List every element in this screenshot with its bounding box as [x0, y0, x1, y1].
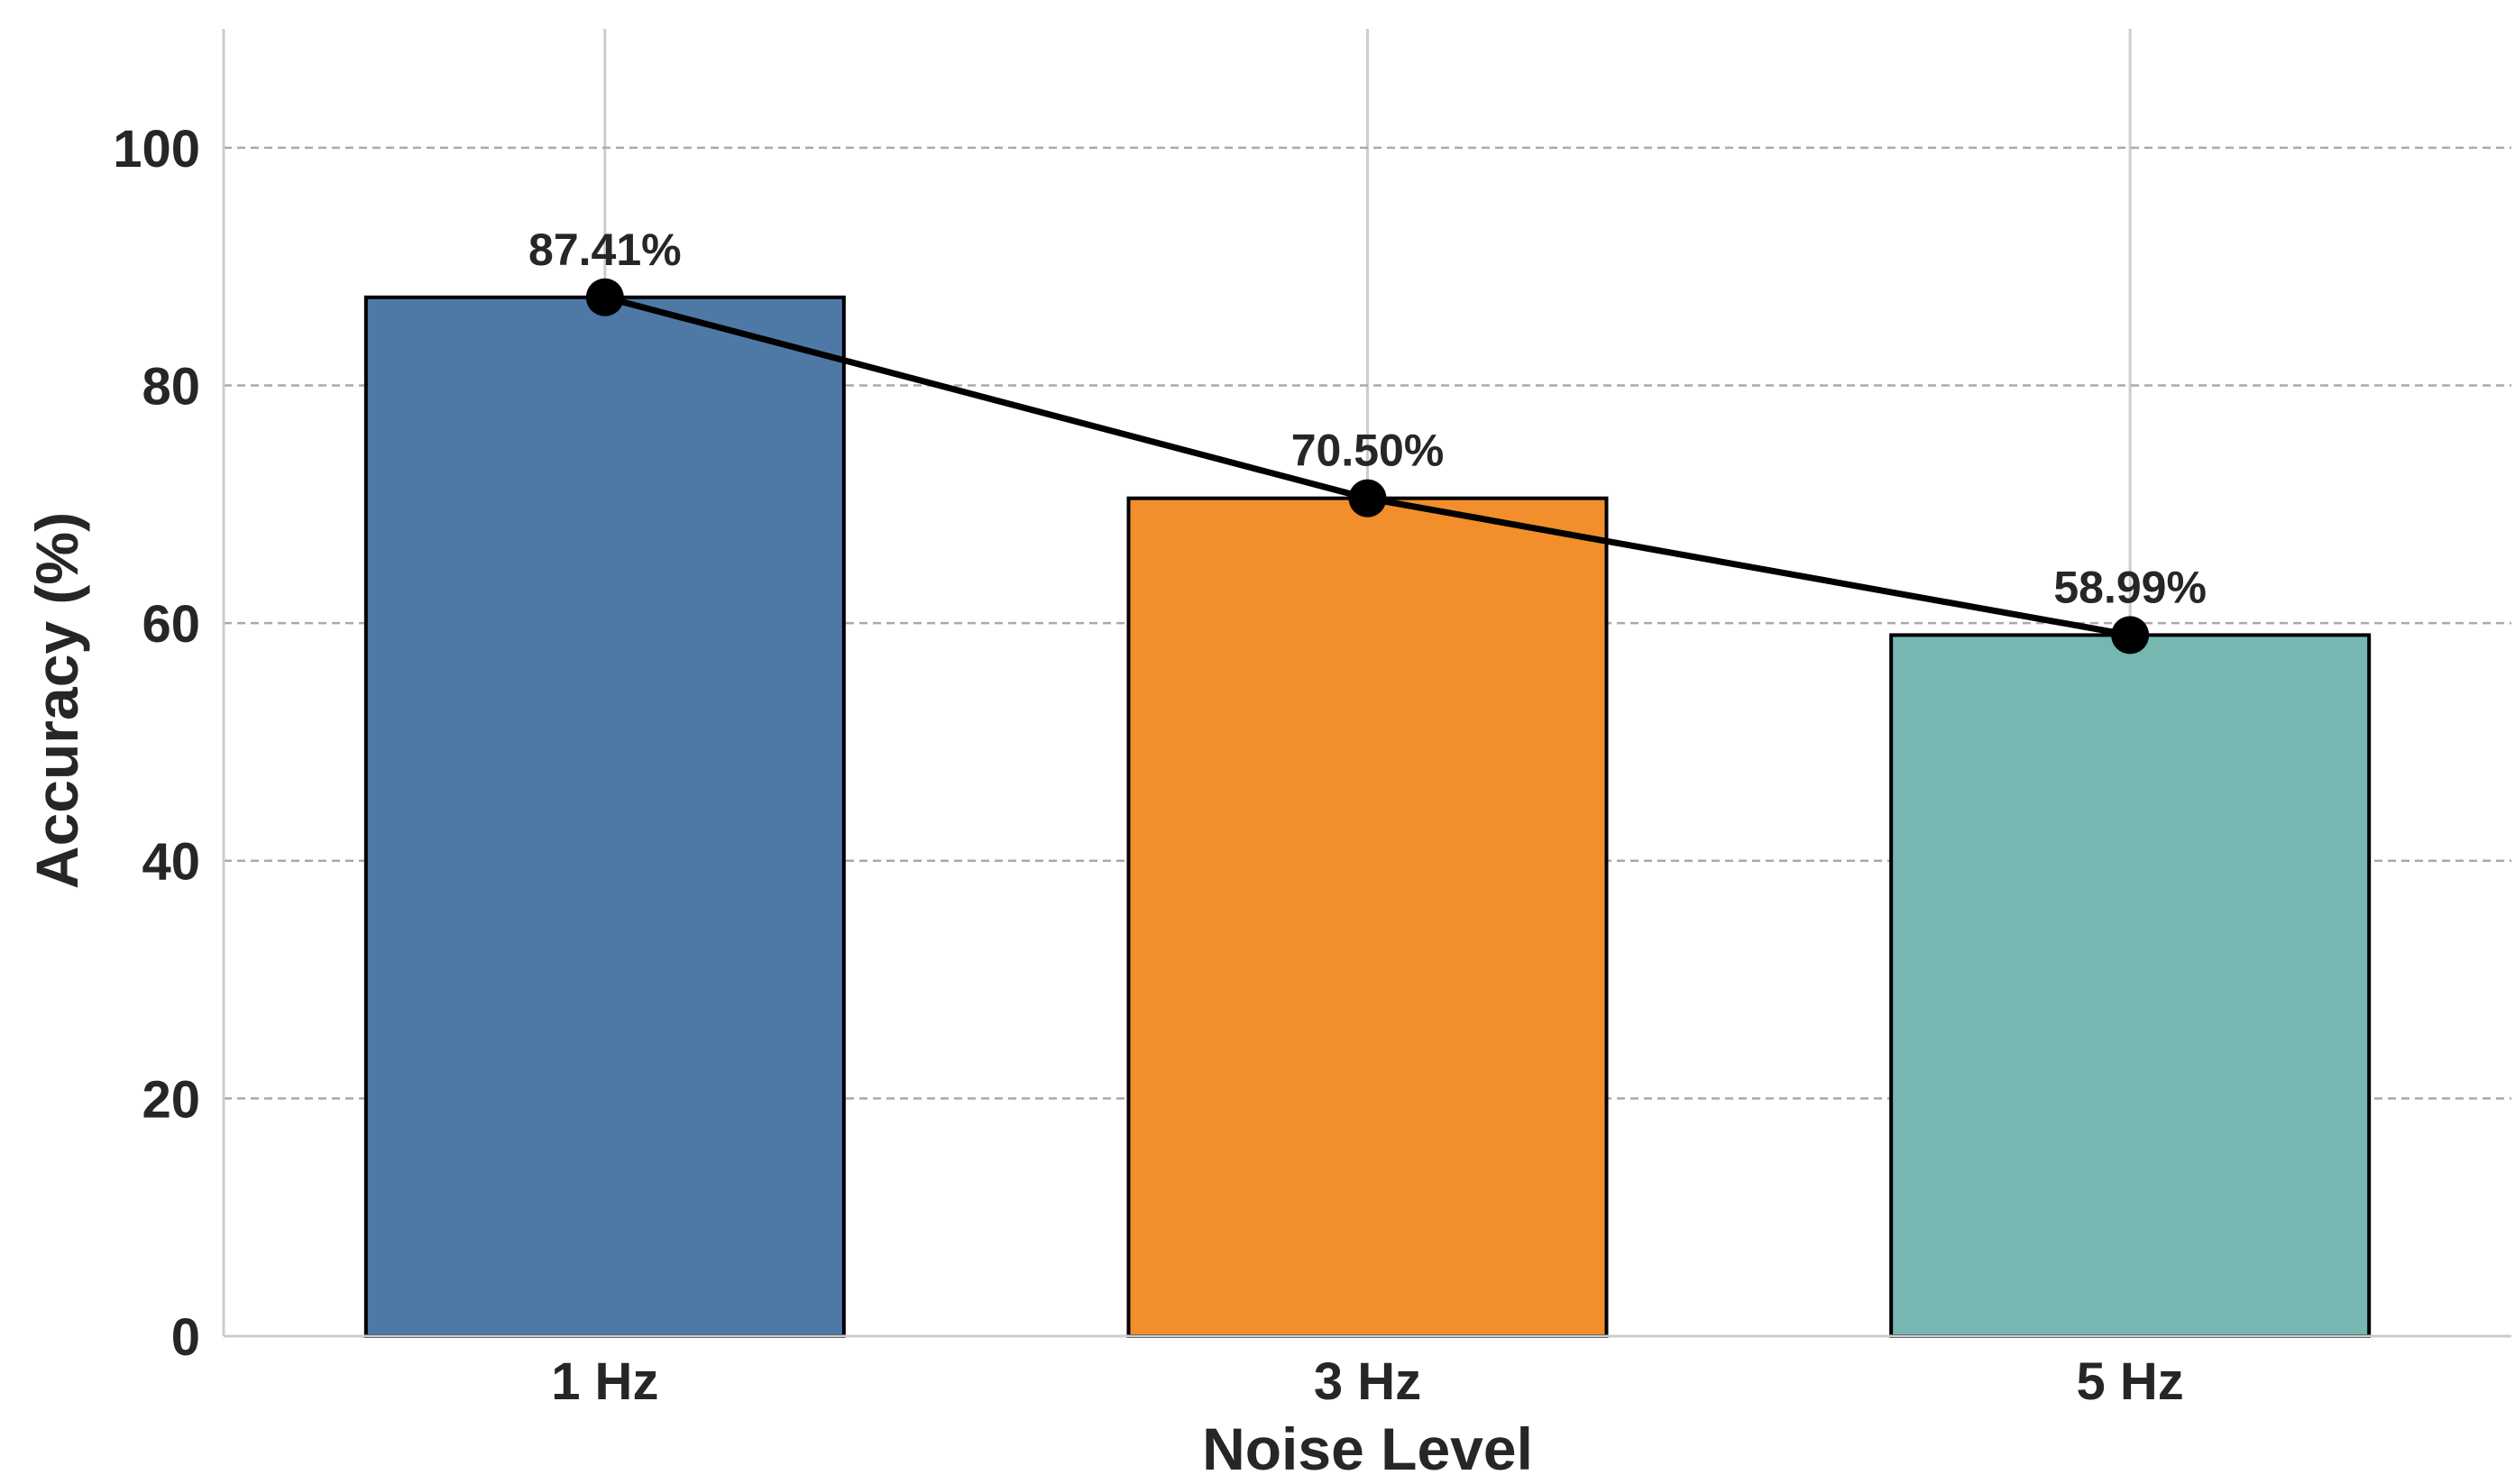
axes-layer: 0 20 40 60 80 100 1 Hz 3 Hz 5 Hz [113, 29, 2511, 1411]
bar [363, 295, 846, 1339]
bars-layer [363, 295, 2372, 1339]
y-tick-label: 40 [142, 833, 200, 892]
y-tick-label: 60 [142, 595, 200, 654]
data-label: 58.99% [2053, 562, 2207, 612]
bar [1126, 496, 1609, 1338]
trend-point [585, 278, 624, 316]
bar [1889, 633, 2372, 1338]
trend-point [1348, 479, 1387, 518]
trend-point [2111, 616, 2150, 655]
x-tick-label: 5 Hz [2077, 1352, 2184, 1411]
labels-layer: 87.41% 70.50% 58.99% [528, 224, 2207, 613]
data-label: 87.41% [528, 224, 682, 275]
y-axis-title: Accuracy (%) [23, 512, 90, 889]
data-label: 70.50% [1291, 426, 1445, 476]
y-tick-label: 0 [171, 1308, 200, 1367]
trend-line-layer [585, 278, 2150, 655]
x-tick-label: 1 Hz [551, 1352, 658, 1411]
y-tick-label: 80 [142, 357, 200, 416]
x-axis-title: Noise Level [1202, 1415, 1533, 1482]
x-tick-label: 3 Hz [1314, 1352, 1421, 1411]
y-tick-label: 100 [113, 120, 200, 179]
y-tick-label: 20 [142, 1070, 200, 1129]
